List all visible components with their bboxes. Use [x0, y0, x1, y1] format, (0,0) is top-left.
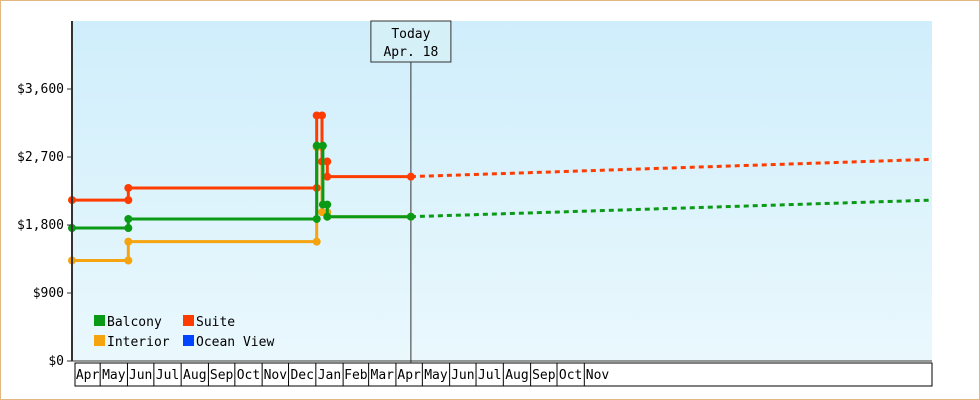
y-tick-label: $1,800	[17, 218, 64, 233]
series-suite-forecast	[410, 157, 933, 179]
x-tick-label: Sep	[210, 368, 234, 383]
x-tick-label: Apr	[397, 368, 421, 383]
legend-label-balcony: Balcony	[107, 315, 162, 330]
series-suite-point	[323, 172, 332, 181]
legend-label-suite: Suite	[196, 315, 235, 330]
x-tick-label: Nov	[586, 368, 610, 383]
x-tick-label: Jun	[129, 368, 152, 383]
y-tick-label: $2,700	[17, 150, 64, 165]
x-tick-label: Feb	[344, 368, 368, 383]
x-tick-label: Jun	[451, 368, 474, 383]
legend-swatch-ocean-view	[183, 335, 194, 346]
x-tick-label: Jul	[478, 368, 501, 383]
x-tick-label: May	[102, 368, 126, 383]
series-interior-point	[124, 237, 133, 246]
legend-swatch-suite	[183, 315, 194, 326]
series-layer	[68, 111, 933, 265]
series-balcony-point	[406, 212, 415, 221]
today-date-label: Apr. 18	[383, 45, 438, 60]
legend: Balcony Suite Interior Ocean View	[94, 315, 274, 350]
x-tick-label: Mar	[371, 368, 395, 383]
axes: $0 $900 $1,800 $2,700 $3,600	[17, 21, 932, 369]
x-tick-label: Jan	[318, 368, 341, 383]
legend-swatch-interior	[94, 335, 105, 346]
x-tick-label: Oct	[237, 368, 260, 383]
x-tick-label: Jul	[156, 368, 179, 383]
series-suite-point	[124, 183, 133, 192]
y-tick-label: $0	[48, 354, 64, 369]
x-tick-label: Aug	[183, 368, 206, 383]
today-label: Today	[391, 27, 430, 42]
series-suite-point	[323, 157, 332, 166]
series-balcony-point	[312, 214, 321, 223]
x-tick-label: Oct	[559, 368, 582, 383]
y-tick-label: $3,600	[17, 82, 64, 97]
series-interior-point	[312, 237, 321, 246]
series-balcony-point	[124, 224, 133, 233]
series-interior-point	[124, 256, 133, 265]
today-marker: Today Apr. 18	[370, 20, 452, 363]
x-tick-label: Dec	[290, 368, 313, 383]
x-tick-label: Nov	[264, 368, 288, 383]
series-suite-point	[317, 111, 326, 120]
series-suite-point	[124, 196, 133, 205]
today-label-box	[370, 20, 452, 63]
series-balcony-point	[323, 212, 332, 221]
series-balcony-point	[124, 214, 133, 223]
legend-swatch-balcony	[94, 315, 105, 326]
legend-label-ocean-view: Ocean View	[196, 335, 274, 350]
series-balcony-point	[318, 141, 327, 150]
x-tick-label: May	[424, 368, 448, 383]
x-tick-label: Aug	[505, 368, 528, 383]
legend-label-interior: Interior	[107, 335, 170, 350]
y-tick-label: $900	[33, 286, 64, 301]
x-tick-label: Apr	[76, 368, 100, 383]
series-balcony-point	[312, 141, 321, 150]
plot-background	[72, 21, 932, 361]
series-suite-point	[406, 172, 415, 181]
series-balcony-forecast	[410, 198, 933, 219]
x-tick-label: Sep	[532, 368, 556, 383]
x-axis-band: Apr May Jun Jul Aug Sep Oct Nov Dec Jan Feb Mar Apr M…	[74, 362, 933, 387]
series-balcony-point	[323, 200, 332, 209]
